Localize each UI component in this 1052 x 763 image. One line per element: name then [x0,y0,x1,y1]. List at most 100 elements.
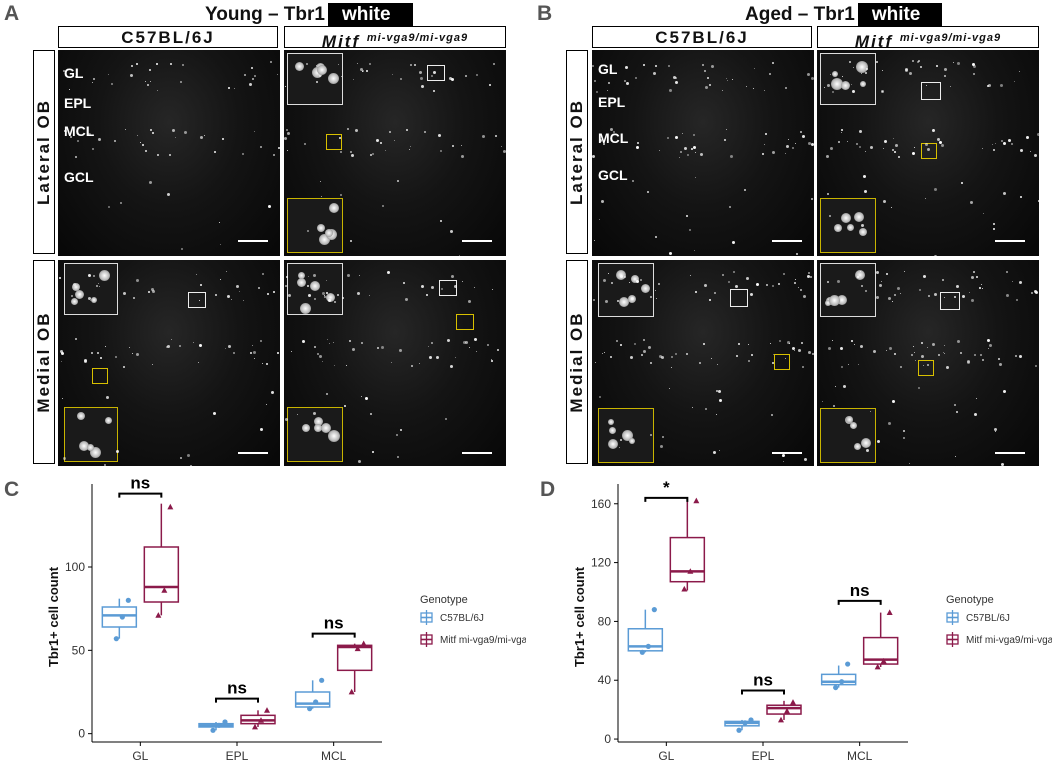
cell-signal [400,78,402,80]
cell-signal [463,341,466,344]
cell-signal [912,60,914,62]
cell-signal [180,457,182,459]
cell-signal [394,140,395,141]
legend-title: Genotype [420,594,468,606]
cell-signal [785,358,786,359]
cell-signal [624,80,626,82]
cell-signal [830,147,833,150]
cell-signal [892,149,894,151]
cell-signal [705,408,707,410]
cell-signal [214,151,216,153]
cell-signal [319,355,322,358]
cell-signal [420,77,423,80]
cell-signal [804,458,807,461]
cell-zoomed [298,272,305,279]
cell-signal [643,64,645,66]
panel-label-a: A [4,2,20,25]
cell-signal [324,296,326,298]
cell-signal [96,285,98,287]
cell-signal [149,69,151,71]
significance-bracket [837,599,882,605]
cell-signal [794,350,795,351]
cell-signal [675,77,677,79]
cell-signal [342,297,344,299]
cell-signal [686,215,688,217]
cell-signal [973,271,975,273]
cell-signal [914,352,915,353]
cell-signal [441,288,443,290]
cell-zoomed [79,441,89,451]
cell-signal [659,150,660,151]
cell-signal [350,240,352,242]
cell-signal [450,365,453,368]
cell-signal [686,353,688,355]
cell-signal [69,89,70,90]
cell-signal [904,271,905,272]
cell-zoomed [326,293,335,302]
cell-signal [888,422,891,425]
cell-signal [858,364,859,365]
cell-signal [863,175,866,178]
cell-signal [735,285,738,288]
cell-signal [932,129,935,132]
cell-signal [497,349,499,351]
cell-signal [594,80,596,82]
cell-zoomed [619,297,629,307]
row-header-text: Lateral OB [34,99,53,205]
cell-signal [750,293,753,296]
cell-zoomed [99,270,110,281]
cell-zoomed [825,300,831,306]
cell-signal [988,84,991,87]
cell-signal [341,76,342,77]
cell-signal [876,296,879,299]
cell-signal [123,292,126,295]
cell-signal [911,354,913,356]
cell-zoomed [860,81,866,87]
cell-signal [1019,71,1020,72]
cell-signal [765,133,767,135]
cell-signal [320,181,321,182]
cell-signal [104,464,106,466]
cell-signal [250,352,252,354]
cell-signal [976,276,978,278]
significance-label: ns [753,671,773,690]
cell-signal [918,60,920,62]
cell-signal [661,356,664,359]
cell-signal [234,88,235,89]
cell-zoomed [841,213,851,223]
cell-signal [405,298,408,301]
cell-signal [400,429,402,431]
cell-signal [616,340,618,342]
cell-signal [803,295,806,298]
cell-signal [610,356,612,358]
cell-signal [454,285,457,288]
box-mcl [820,673,857,686]
cell-zoomed [861,438,871,448]
cell-signal [941,144,944,147]
micrograph-aged-mut-lateral [817,50,1039,256]
cell-signal [133,297,135,299]
micrograph-aged-wt-lateral: GL EPL MCL GCL [592,50,814,256]
cell-zoomed [328,430,340,442]
cell-zoomed [831,78,843,90]
y-tick-label: 50 [72,643,86,657]
cell-signal [372,153,374,155]
cell-signal [152,132,154,134]
cell-signal [870,411,871,412]
data-point [258,717,264,723]
data-point [639,649,645,655]
cell-signal [361,396,362,397]
cell-signal [934,255,937,256]
cell-signal [1020,196,1022,198]
cell-signal [976,398,977,399]
cell-signal [322,361,323,362]
cell-signal [361,342,363,344]
cell-signal [726,129,727,130]
box-gl [143,546,180,603]
inset-zoom-yellow [287,407,343,462]
cell-zoomed [641,284,650,293]
cell-signal [718,390,721,393]
panel-b-title: Aged – Tbr1 white [745,3,943,27]
cell-signal [693,134,695,136]
cell-signal [389,131,391,133]
